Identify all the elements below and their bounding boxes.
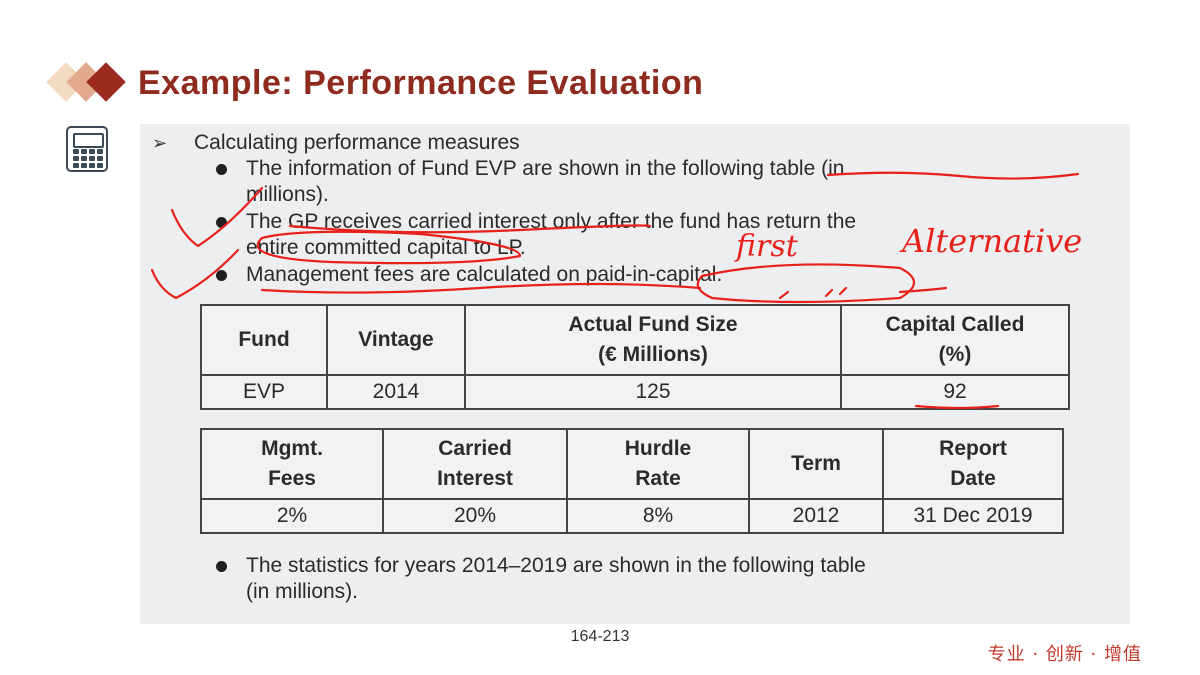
header-hurdle-rate-line-1: Hurdle [624,437,692,460]
header-term: Term [748,428,884,500]
cell-mgmt-fees: 2% [200,498,384,534]
header-carried-interest: Carried Interest [382,428,568,500]
header-report-date-line-1: Report [939,437,1007,460]
cell-vintage: 2014 [326,374,466,410]
header-fund-size-line-1: Actual Fund Size [568,313,738,336]
header-capital-called: Capital Called (%) [840,304,1070,376]
cell-hurdle-rate: 8% [566,498,750,534]
underline-extension [898,286,948,294]
bullet-1-line-2: millions). [246,183,329,206]
ink-strokes [150,171,1080,410]
header-carried-interest-line-2: Interest [437,467,513,490]
underline-following-table [826,171,1080,180]
ink-notes: first Alternative [734,222,1082,264]
arrow-bullet-icon: ➢ [152,133,168,153]
cell-fund-size: 125 [464,374,842,410]
bullet-dot [216,164,227,175]
footer-slogan: 专业 · 创新 · 增值 [987,644,1142,665]
bullet-2-line-2: entire committed capital to LP. [246,236,526,259]
cell-report-date: 31 Dec 2019 [882,498,1064,534]
section-heading: Calculating performance measures [194,131,520,154]
table-row: 2% 20% 8% 2012 31 Dec 2019 [200,498,1064,534]
header-fund: Fund [200,304,328,376]
cell-capital-called: 92 [840,374,1070,410]
bullet-3-line-1: Management fees are calculated on paid-i… [246,263,723,286]
cell-term: 2012 [748,498,884,534]
header-capital-called-line-1: Capital Called [885,313,1025,336]
table-row: EVP 2014 125 92 [200,374,1070,410]
cell-fund: EVP [200,374,328,410]
underline-carried-interest [288,224,652,234]
check-mark-2 [150,248,240,300]
underline-92 [914,404,1000,410]
bullet-dot [216,270,227,281]
title-row: Example: Performance Evaluation [46,58,703,108]
bullet-1-line-1: The information of Fund EVP are shown in… [246,157,845,180]
fund-terms-table: Mgmt. Fees Carried Interest Hurdle Rate … [200,428,1064,534]
header-hurdle-rate: Hurdle Rate [566,428,750,500]
header-fund-size: Actual Fund Size (€ Millions) [464,304,842,376]
note-alternative: Alternative [899,222,1082,260]
bullet-dot [216,217,227,228]
header-vintage: Vintage [326,304,466,376]
header-mgmt-fees: Mgmt. Fees [200,428,384,500]
closing-bullet-line-2: (in millions). [246,580,359,603]
slide-title: Example: Performance Evaluation [138,63,704,102]
circle-paid-in-capital [696,263,916,304]
closing-bullet-line-1: The statistics for years 2014–2019 are s… [246,554,866,577]
fund-info-table: Fund Vintage Actual Fund Size (€ Million… [200,304,1070,410]
bullet-2-line-1: The GP receives carried interest only af… [246,210,857,233]
header-mgmt-fees-line-2: Fees [268,467,316,490]
content-panel: ➢ Calculating performance measures The i… [140,124,1130,624]
header-fund-size-line-2: (€ Millions) [598,343,708,366]
circle-entire-committed-capital [256,230,522,265]
bullet-dot [216,561,227,572]
header-mgmt-fees-line-1: Mgmt. [261,437,323,460]
header-hurdle-rate-line-2: Rate [635,467,681,490]
underline-management-fees [260,282,702,294]
header-carried-interest-line-1: Carried [438,437,512,460]
check-mark-1 [170,186,264,248]
header-capital-called-line-2: (%) [938,343,972,366]
header-report-date: Report Date [882,428,1064,500]
mark-under-paid-in-capital [778,286,848,300]
header-report-date-line-2: Date [950,467,996,490]
cell-carried-interest: 20% [382,498,568,534]
note-first: first [734,229,799,264]
page-number: 164-213 [570,628,630,645]
calculator-icon [66,126,108,172]
